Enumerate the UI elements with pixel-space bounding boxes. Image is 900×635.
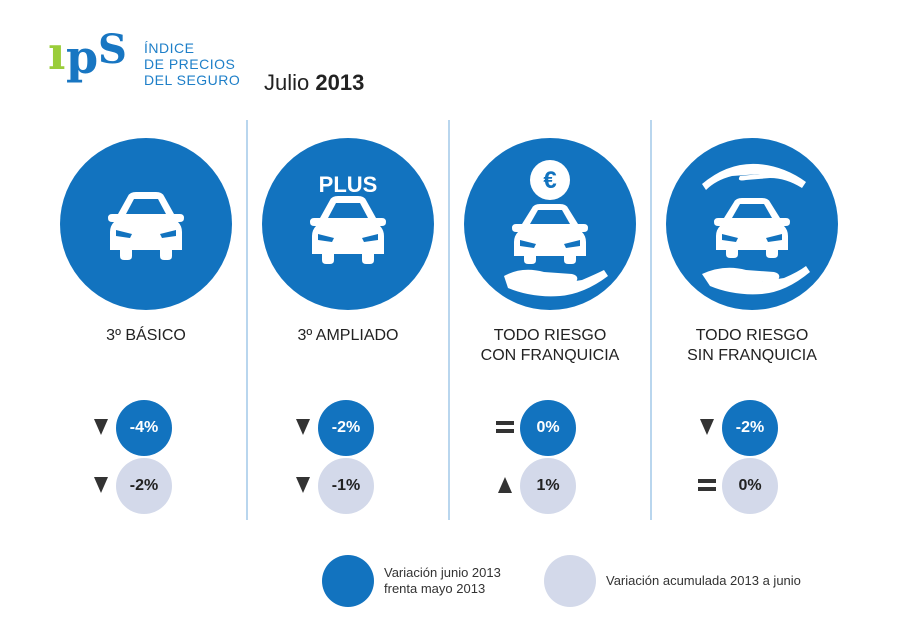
legend-accumulated-label: Variación acumulada 2013 a junio xyxy=(606,573,801,588)
accumulated-variation-row: -1% xyxy=(248,458,448,514)
report-month: Julio xyxy=(264,70,310,95)
accumulated-variation-row: -2% xyxy=(46,458,246,514)
report-date: Julio 2013 xyxy=(264,70,364,96)
coverage-column-todo-riesgo-con-franquicia: € TODO RIESGO CON FRANQUICIA 0% 1% xyxy=(450,130,650,520)
monthly-variation-badge: -2% xyxy=(318,400,374,456)
hand-icon xyxy=(702,163,806,190)
legend: Variación junio 2013 frenta mayo 2013 Va… xyxy=(320,555,880,615)
accumulated-variation-badge: -2% xyxy=(116,458,172,514)
coverage-label-line: 3º BÁSICO xyxy=(106,327,186,344)
logo-letter-s: S xyxy=(98,26,127,73)
monthly-variation-row: -2% xyxy=(652,400,852,456)
hand-icon xyxy=(504,269,608,297)
column-divider xyxy=(448,120,450,520)
car-two-hands-icon xyxy=(666,138,838,310)
hand-icon xyxy=(702,266,810,295)
plus-badge-text: PLUS xyxy=(319,172,378,197)
equal-sign-icon xyxy=(496,421,514,433)
legend-accumulated-swatch xyxy=(544,555,596,607)
car-plus-icon: PLUS xyxy=(262,138,434,310)
accumulated-variation-row: 1% xyxy=(450,458,650,514)
report-year: 2013 xyxy=(315,70,365,95)
coverage-label-line: SIN FRANQUICIA xyxy=(687,347,817,364)
header: ı p S ÍNDICE DE PRECIOS DEL SEGURO Julio… xyxy=(0,0,900,110)
coverage-label: TODO RIESGO CON FRANQUICIA xyxy=(450,326,650,366)
monthly-variation-row: -2% xyxy=(248,400,448,456)
coverage-label: TODO RIESGO SIN FRANQUICIA xyxy=(652,326,852,366)
coverage-label: 3º AMPLIADO xyxy=(248,326,448,346)
down-arrow-icon xyxy=(94,419,108,435)
legend-monthly-swatch xyxy=(322,555,374,607)
down-arrow-icon xyxy=(94,477,108,493)
legend-monthly-label: Variación junio 2013 frenta mayo 2013 xyxy=(384,565,501,597)
coverage-column-ampliado: PLUS 3º AMPLIADO -2% -1% xyxy=(248,130,448,520)
up-arrow-icon xyxy=(498,477,512,493)
coverage-label-line: 3º AMPLIADO xyxy=(297,327,399,344)
monthly-variation-badge: -2% xyxy=(722,400,778,456)
ips-logo: ı p S xyxy=(46,30,128,94)
car-euro-hand-icon: € xyxy=(464,138,636,310)
logo-text: ÍNDICE DE PRECIOS DEL SEGURO xyxy=(144,40,240,88)
legend-monthly-line: Variación junio 2013 xyxy=(384,565,501,580)
logo-line-2: DE PRECIOS xyxy=(144,56,236,72)
accumulated-variation-badge: 1% xyxy=(520,458,576,514)
coverage-column-todo-riesgo-sin-franquicia: TODO RIESGO SIN FRANQUICIA -2% 0% xyxy=(652,130,852,520)
coverage-column-basico: 3º BÁSICO -4% -2% xyxy=(46,130,246,520)
coverage-label-line: TODO RIESGO xyxy=(493,327,607,344)
down-arrow-icon xyxy=(296,419,310,435)
svg-text:€: € xyxy=(543,167,556,194)
logo-line-1: ÍNDICE xyxy=(144,40,195,56)
monthly-variation-badge: 0% xyxy=(520,400,576,456)
accumulated-variation-badge: -1% xyxy=(318,458,374,514)
column-divider xyxy=(246,120,248,520)
coverage-label: 3º BÁSICO xyxy=(46,326,246,346)
euro-coin-icon xyxy=(530,160,570,200)
car-icon xyxy=(60,138,232,310)
logo-letter-p: p xyxy=(66,30,99,84)
logo-line-3: DEL SEGURO xyxy=(144,72,241,88)
legend-monthly-line: frenta mayo 2013 xyxy=(384,581,486,596)
monthly-variation-row: 0% xyxy=(450,400,650,456)
accumulated-variation-row: 0% xyxy=(652,458,852,514)
monthly-variation-row: -4% xyxy=(46,400,246,456)
down-arrow-icon xyxy=(700,419,714,435)
column-divider xyxy=(650,120,652,520)
coverage-label-line: CON FRANQUICIA xyxy=(480,347,620,364)
down-arrow-icon xyxy=(296,477,310,493)
monthly-variation-badge: -4% xyxy=(116,400,172,456)
equal-sign-icon xyxy=(698,479,716,491)
accumulated-variation-badge: 0% xyxy=(722,458,778,514)
coverage-label-line: TODO RIESGO xyxy=(695,327,809,344)
logo-letter-i: ı xyxy=(48,26,66,80)
